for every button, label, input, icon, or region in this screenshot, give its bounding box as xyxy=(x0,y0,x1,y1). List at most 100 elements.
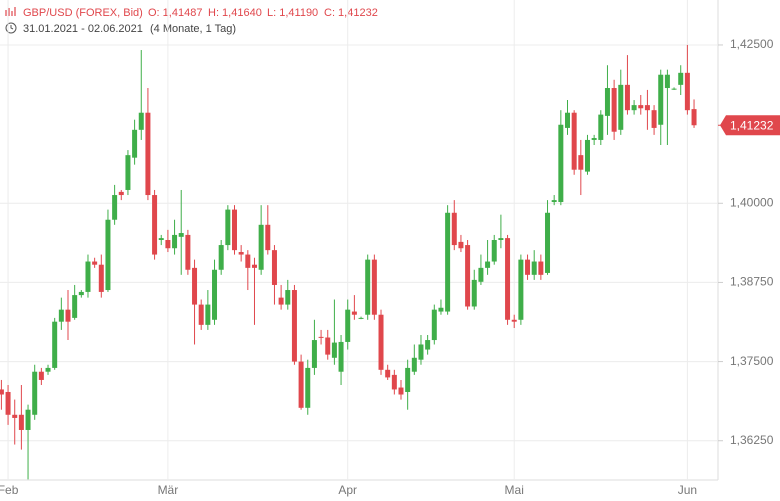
candle-body xyxy=(445,212,451,312)
x-tick-label: Mai xyxy=(505,483,524,497)
candle-body xyxy=(351,311,357,315)
candle-body xyxy=(152,195,158,255)
candle-body xyxy=(678,72,684,85)
candle-body xyxy=(52,321,58,368)
last-price-label: 1,41232 xyxy=(730,118,774,132)
candle-body xyxy=(118,191,124,196)
period: (4 Monate, 1 Tag) xyxy=(150,23,236,35)
candle-body xyxy=(664,74,670,89)
candle-body xyxy=(465,245,471,307)
candle-body xyxy=(385,369,391,378)
candle-body xyxy=(251,264,257,268)
candle-body xyxy=(405,367,411,392)
symbol: GBP/USD (FOREX, Bid) xyxy=(23,7,143,19)
candle-body xyxy=(205,304,211,325)
candle-body xyxy=(0,389,4,395)
y-tick-label: 1,40000 xyxy=(730,195,774,209)
candle-body xyxy=(431,309,437,341)
candle-body xyxy=(671,88,677,90)
candle-body xyxy=(644,105,650,111)
candle-body xyxy=(85,261,91,292)
candle-body xyxy=(545,212,551,273)
candle-body xyxy=(631,105,637,111)
open: O: 1,41487 xyxy=(148,7,202,19)
low: L: 1,41190 xyxy=(267,7,318,19)
y-tick-label: 1,37500 xyxy=(730,354,774,368)
candle-body xyxy=(618,84,624,130)
candle-body xyxy=(525,259,531,275)
candle-body xyxy=(185,234,191,270)
clock-icon xyxy=(5,22,17,34)
candle-body xyxy=(72,295,78,318)
candle-body xyxy=(178,233,184,237)
y-tick-label: 1,38750 xyxy=(730,275,774,289)
x-tick-label: Mär xyxy=(158,483,179,497)
candle-body xyxy=(218,245,224,270)
candle-body xyxy=(398,387,404,395)
candle-body xyxy=(311,340,317,368)
candle-body xyxy=(538,261,544,275)
candle-body xyxy=(58,309,64,322)
candle-body xyxy=(98,264,104,292)
candle-body xyxy=(125,155,131,190)
candle-body xyxy=(511,319,517,322)
candle-body xyxy=(45,367,51,372)
candle-body xyxy=(531,261,537,275)
candle-body xyxy=(12,414,18,418)
candle-body xyxy=(491,240,497,262)
candle-body xyxy=(271,250,277,285)
candle-body xyxy=(378,314,384,370)
candle-body xyxy=(604,88,610,116)
candle-body xyxy=(305,367,311,408)
candle-body xyxy=(338,341,344,372)
candle-body xyxy=(411,357,417,372)
date-range: 31.01.2021 - 02.06.2021 xyxy=(23,23,143,35)
y-tick-label: 1,36250 xyxy=(730,433,774,447)
candle-body xyxy=(438,307,444,312)
candle-body xyxy=(65,309,71,322)
candle-body xyxy=(192,267,198,305)
candle-body xyxy=(624,84,630,111)
candle-body xyxy=(265,224,271,251)
candle-body xyxy=(212,269,218,320)
candle-body xyxy=(551,200,557,203)
header-icon xyxy=(5,7,16,16)
x-tick-label: Feb xyxy=(0,483,19,497)
x-tick-label: Jun xyxy=(678,483,697,497)
candle-body xyxy=(451,212,457,246)
candle-body xyxy=(691,109,697,126)
candle-body xyxy=(371,259,377,315)
candle-body xyxy=(285,290,291,305)
candle-body xyxy=(331,342,337,358)
y-tick-label: 1,42500 xyxy=(730,37,774,51)
candle-body xyxy=(591,138,597,140)
candle-body xyxy=(418,344,424,360)
candle-body xyxy=(105,219,111,291)
candle-body xyxy=(598,114,604,140)
high: H: 1,41640 xyxy=(208,7,262,19)
candle-body xyxy=(5,391,11,415)
candle-body xyxy=(32,371,38,415)
candle-body xyxy=(505,238,511,320)
candle-body xyxy=(198,304,204,325)
candle-body xyxy=(165,240,171,249)
candle-body xyxy=(325,337,331,355)
candle-body xyxy=(485,261,491,268)
close: C: 1,41232 xyxy=(324,7,378,19)
candle-body xyxy=(92,261,98,265)
candle-body xyxy=(638,105,644,109)
candle-body xyxy=(365,259,371,315)
candle-body xyxy=(238,252,244,255)
candle-body xyxy=(132,129,138,158)
candle-body xyxy=(565,112,570,128)
candle-body xyxy=(158,238,164,240)
candle-body xyxy=(611,88,617,132)
candle-body xyxy=(684,72,690,111)
candle-body xyxy=(558,124,564,203)
candle-body xyxy=(518,259,524,320)
candle-body xyxy=(172,234,178,249)
candle-body xyxy=(78,291,84,296)
candle-body xyxy=(291,290,297,362)
candle-body xyxy=(658,74,664,125)
